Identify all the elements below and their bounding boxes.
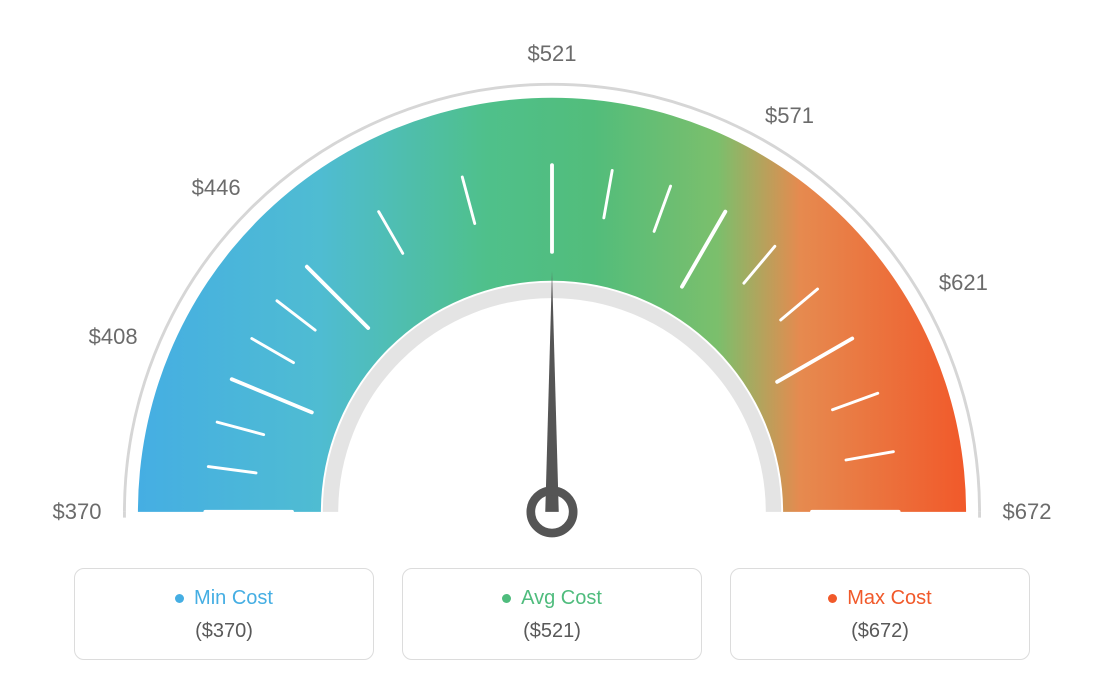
- legend-card-max: Max Cost ($672): [730, 568, 1030, 660]
- legend-value: ($521): [403, 620, 701, 643]
- dot-icon: [175, 594, 184, 603]
- legend-card-avg: Avg Cost ($521): [402, 568, 702, 660]
- legend-title-max: Max Cost: [828, 587, 931, 610]
- legend-title-min: Min Cost: [175, 587, 273, 610]
- gauge-tick-label: $408: [89, 324, 138, 350]
- legend-card-min: Min Cost ($370): [74, 568, 374, 660]
- gauge-tick-label: $521: [528, 41, 577, 67]
- dot-icon: [828, 594, 837, 603]
- legend-label: Min Cost: [194, 587, 273, 610]
- legend-row: Min Cost ($370) Avg Cost ($521) Max Cost…: [52, 568, 1052, 660]
- gauge-chart: $370$408$446$521$571$621$672: [62, 40, 1042, 560]
- legend-label: Max Cost: [847, 587, 931, 610]
- gauge-svg: [62, 40, 1042, 560]
- legend-title-avg: Avg Cost: [502, 587, 602, 610]
- legend-value: ($370): [75, 620, 373, 643]
- dot-icon: [502, 594, 511, 603]
- legend-value: ($672): [731, 620, 1029, 643]
- gauge-tick-label: $621: [939, 270, 988, 296]
- legend-label: Avg Cost: [521, 587, 602, 610]
- gauge-tick-label: $446: [192, 175, 241, 201]
- gauge-tick-label: $672: [1003, 499, 1052, 525]
- gauge-tick-label: $571: [765, 103, 814, 129]
- gauge-tick-label: $370: [53, 499, 102, 525]
